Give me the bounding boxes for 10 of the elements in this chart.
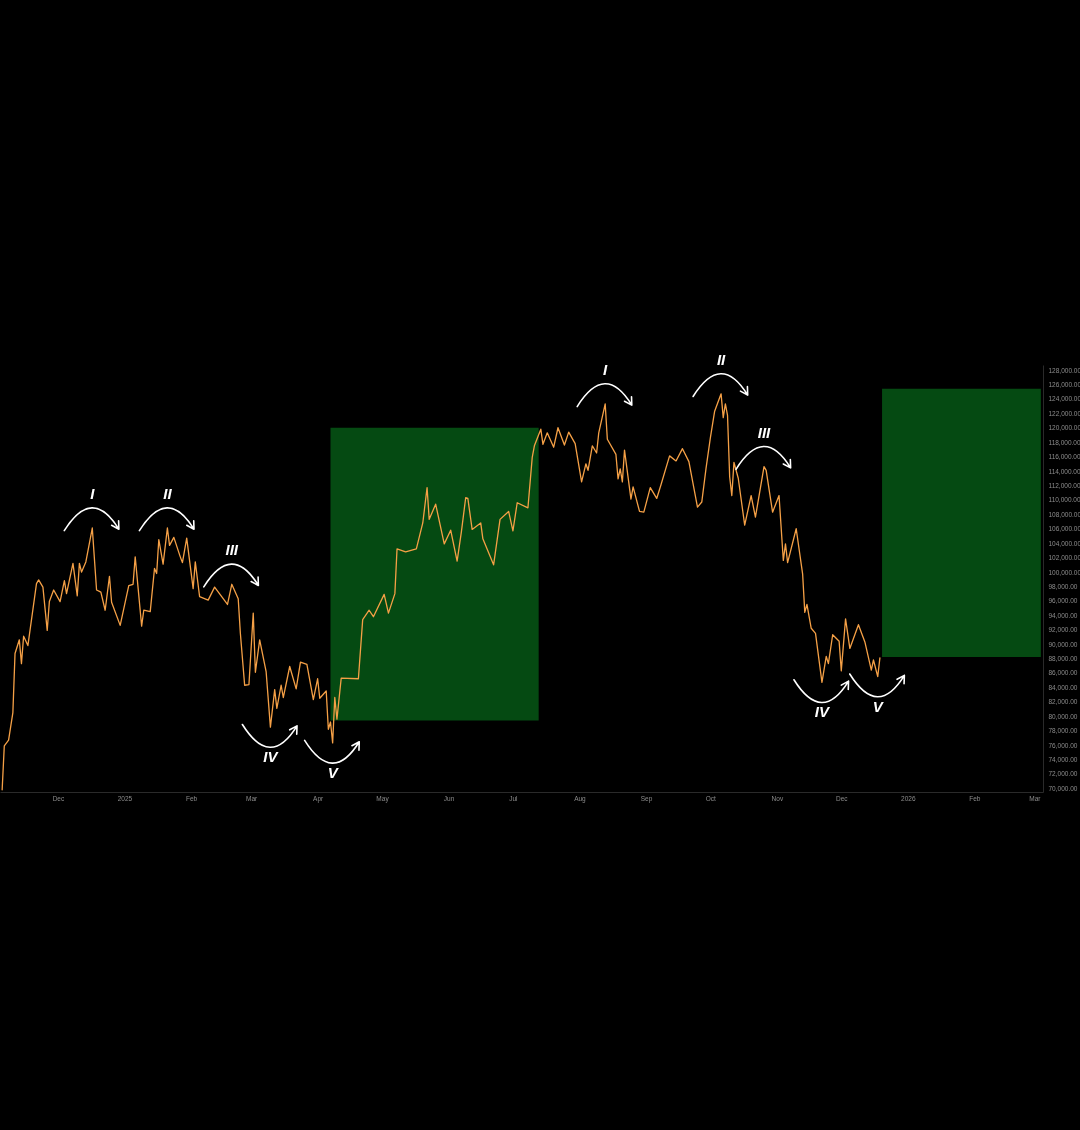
annotation: I	[90, 485, 96, 503]
annotation: II	[716, 350, 727, 368]
annotation: III	[757, 423, 772, 441]
annotation: III	[225, 541, 239, 559]
annotation: II	[163, 485, 173, 503]
annotation: IV	[263, 748, 280, 766]
annotation: IV	[814, 703, 832, 721]
annotation: V	[327, 763, 340, 781]
annotation: I	[603, 360, 609, 378]
annotation: V	[872, 697, 885, 715]
